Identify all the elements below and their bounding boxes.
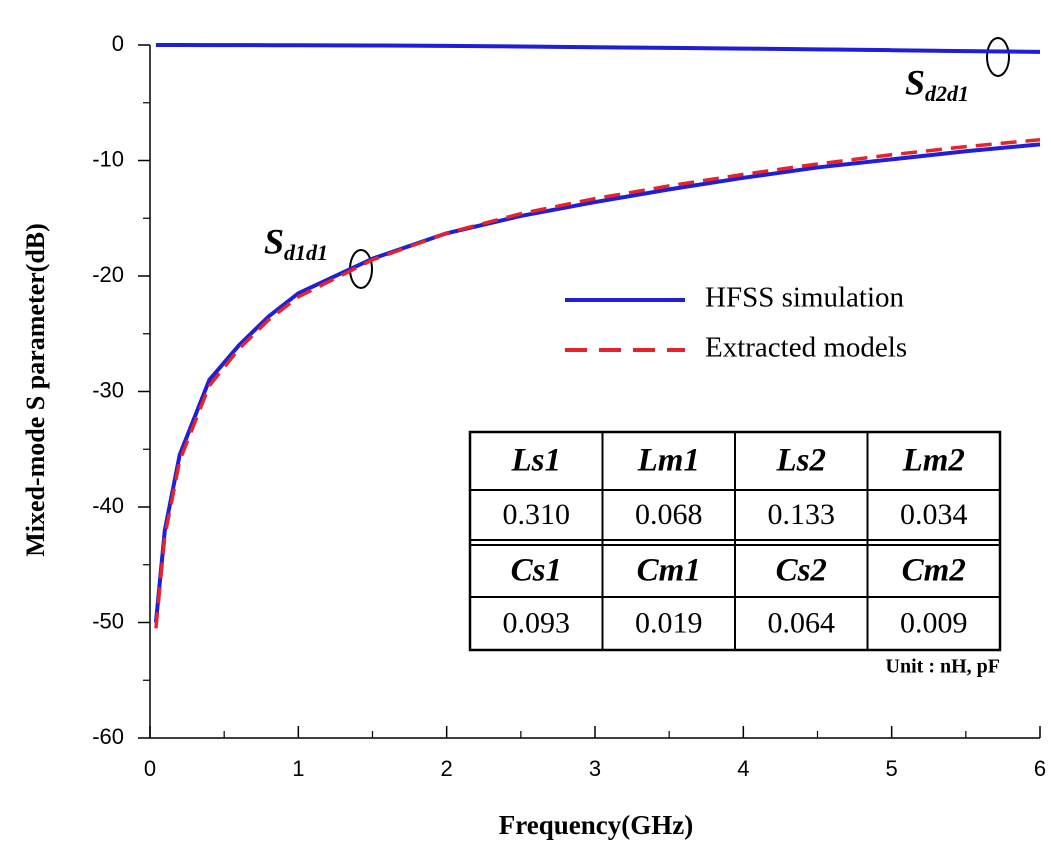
table-cell: 0.133 <box>768 498 836 531</box>
y-tick-label: -60 <box>92 724 124 749</box>
table-header: Ls1 <box>511 443 562 479</box>
table-header: Lm2 <box>902 443 965 479</box>
table-cell: 0.019 <box>635 606 703 639</box>
series-line <box>154 137 1041 629</box>
y-tick-label: -20 <box>92 262 124 287</box>
x-tick-label: 6 <box>1034 756 1046 781</box>
table-header: Ls2 <box>776 443 827 479</box>
x-tick-label: 0 <box>144 756 156 781</box>
x-tick-label: 1 <box>292 756 304 781</box>
x-tick-label: 4 <box>737 756 749 781</box>
table-header: Lm1 <box>637 443 700 479</box>
annotation-letter: S <box>264 221 284 261</box>
table-cell: 0.310 <box>503 498 571 531</box>
legend-label: HFSS simulation <box>705 282 905 314</box>
table-header: Cm2 <box>902 553 966 589</box>
legend-label: Extracted models <box>705 332 907 364</box>
y-tick-label: 0 <box>112 31 124 56</box>
annotation-subscript: d2d1 <box>925 81 969 106</box>
y-tick-label: -40 <box>92 493 124 518</box>
x-tick-label: 2 <box>441 756 453 781</box>
y-axis-title: Mixed-mode S parameter(dB) <box>21 223 50 557</box>
x-axis-title: Frequency(GHz) <box>499 810 693 840</box>
annotation-subscript: d1d1 <box>284 240 328 265</box>
table-note: Unit : nH, pF <box>886 656 1000 678</box>
y-tick-label: -10 <box>92 146 124 171</box>
series-line <box>155 43 1041 54</box>
table-cell: 0.034 <box>900 498 968 531</box>
y-tick-label: -30 <box>92 377 124 402</box>
table-header: Cs2 <box>776 553 827 589</box>
table-cell: 0.064 <box>768 606 836 639</box>
x-tick-label: 5 <box>886 756 898 781</box>
table-header: Cm1 <box>637 553 701 589</box>
table-cell: 0.093 <box>503 606 571 639</box>
table-cell: 0.009 <box>900 606 968 639</box>
annotation-ellipse <box>986 37 1010 77</box>
x-tick-label: 3 <box>589 756 601 781</box>
annotation-letter: S <box>905 62 925 102</box>
table-header: Cs1 <box>511 553 562 589</box>
table-cell: 0.068 <box>635 498 703 531</box>
y-tick-label: -50 <box>92 608 124 633</box>
